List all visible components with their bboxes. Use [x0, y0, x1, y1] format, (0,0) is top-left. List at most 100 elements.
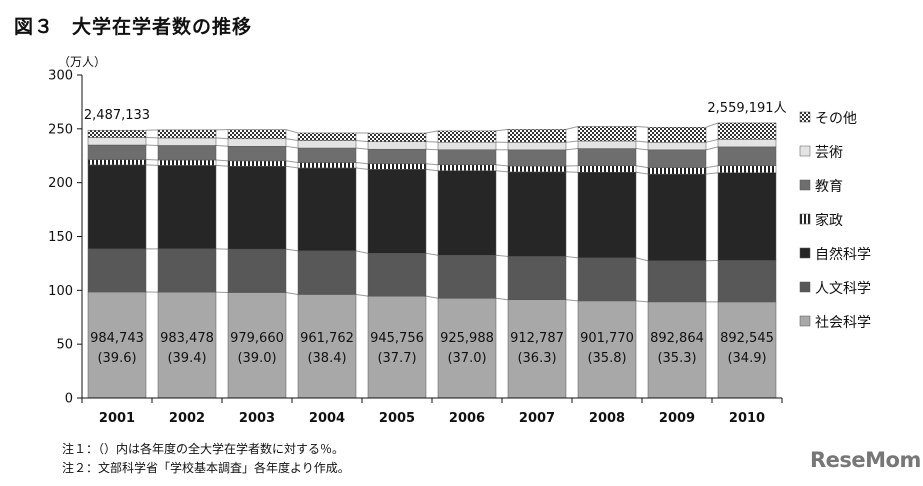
connector-line	[495, 128, 509, 132]
bar-value-label: 912,787	[510, 331, 564, 346]
connector-line	[425, 163, 439, 166]
bar-segment	[87, 248, 147, 293]
bar-value-label: 979,660	[230, 331, 284, 346]
y-axis-unit-label: （万人）	[58, 55, 106, 69]
connector-lines	[145, 122, 719, 303]
legend-label: 人文科学	[815, 281, 871, 297]
bar-segment	[647, 126, 707, 143]
connector-line	[215, 144, 229, 147]
bar-value-label: 892,864	[650, 331, 704, 346]
bar-segment	[577, 165, 637, 173]
bar-segment	[87, 137, 147, 146]
figure-title: 図３ 大学在学者数の推移	[14, 12, 252, 39]
connector-line	[635, 140, 649, 143]
bar-segment	[367, 295, 427, 399]
connector-line	[425, 252, 439, 256]
connector-line	[705, 146, 719, 151]
connector-line	[495, 254, 509, 257]
legend-swatch	[799, 247, 811, 259]
y-tick-label: 100	[48, 284, 73, 299]
x-tick-label: 2008	[589, 411, 625, 426]
bar-segment	[717, 301, 777, 399]
figure-title-text: 大学在学者数の推移	[72, 16, 253, 38]
bar-segment	[367, 148, 427, 164]
bar-segment	[87, 159, 147, 166]
connector-line	[425, 148, 439, 151]
note-2: 注２：文部科学省「学校基本調査」各年度より作成。	[62, 461, 350, 475]
x-tick-label: 2010	[729, 411, 765, 426]
bar-percent-label: (35.8)	[587, 351, 626, 366]
connector-line	[635, 148, 649, 151]
legend-swatch	[799, 145, 811, 157]
bar-segment	[367, 141, 427, 150]
bar-segment	[647, 301, 707, 399]
bar-segment	[87, 164, 147, 250]
bar-segment	[297, 147, 357, 163]
connector-line	[565, 140, 579, 143]
y-tick-label: 250	[48, 122, 73, 137]
bar-value-label: 984,743	[90, 331, 144, 346]
x-tick-label: 2004	[309, 411, 345, 426]
bar-segment	[437, 254, 497, 299]
connector-line	[635, 171, 649, 175]
bar-segment	[647, 167, 707, 175]
bar-segment	[647, 173, 707, 261]
bar-segment	[577, 126, 637, 142]
note-1: 注１：（）内は各年度の全大学在学者数に対する％。	[62, 442, 345, 456]
bar-segment	[717, 146, 777, 166]
connector-line	[495, 164, 509, 167]
x-tick-label: 2003	[239, 411, 275, 426]
legend-swatch	[799, 281, 811, 293]
connector-line	[565, 255, 579, 259]
x-tick-label: 2009	[659, 411, 695, 426]
connector-line	[285, 292, 299, 295]
bar-segment	[297, 294, 357, 399]
connector-line	[635, 300, 649, 303]
bar-segment	[717, 260, 777, 303]
bar-segment	[507, 129, 567, 143]
connector-line	[215, 137, 229, 140]
total-label: 2,487,133	[84, 108, 150, 123]
bar-segment	[87, 144, 147, 160]
bar-percent-label: (35.3)	[657, 351, 696, 366]
bar-percent-label: (34.9)	[727, 351, 766, 366]
bar-segment	[437, 170, 497, 256]
figure-number: 図３	[14, 16, 55, 38]
connector-line	[565, 126, 579, 130]
bar-segment	[507, 142, 567, 151]
total-label: 2,559,191人	[707, 101, 786, 116]
connector-line	[705, 165, 719, 169]
connector-line	[285, 165, 299, 169]
bar-segment	[297, 140, 357, 149]
bar-percent-label: (36.3)	[517, 351, 556, 366]
y-tick-label: 200	[48, 176, 73, 191]
bar-segment	[577, 171, 637, 259]
bar-segment	[717, 139, 777, 148]
connector-line	[635, 125, 649, 128]
connector-line	[705, 138, 719, 143]
bar-value-label: 961,762	[300, 331, 354, 346]
connector-line	[705, 122, 719, 128]
connector-line	[565, 299, 579, 302]
bar-segment	[437, 164, 497, 171]
bar-segment	[297, 162, 357, 169]
bars-layer: 984,743 (39.6) 983,478 (39.4) 979,660 (39.0) 9…	[84, 101, 787, 399]
bar-percent-label: (39.6)	[97, 351, 136, 366]
bar-value-label: 945,756	[370, 331, 424, 346]
bar-segment	[437, 298, 497, 399]
legend-label: 教育	[815, 179, 843, 195]
y-tick-label: 150	[48, 230, 73, 245]
connector-line	[635, 257, 649, 262]
bar-value-label: 901,770	[580, 331, 634, 346]
connector-line	[355, 139, 369, 143]
bar-segment	[227, 129, 287, 140]
connector-line	[215, 159, 229, 162]
connector-line	[495, 170, 509, 173]
x-tick-label: 2001	[99, 411, 135, 426]
x-tick-label: 2006	[449, 411, 485, 426]
bar-segment	[717, 122, 777, 140]
bar-segment	[507, 299, 567, 399]
connector-line	[355, 250, 369, 254]
